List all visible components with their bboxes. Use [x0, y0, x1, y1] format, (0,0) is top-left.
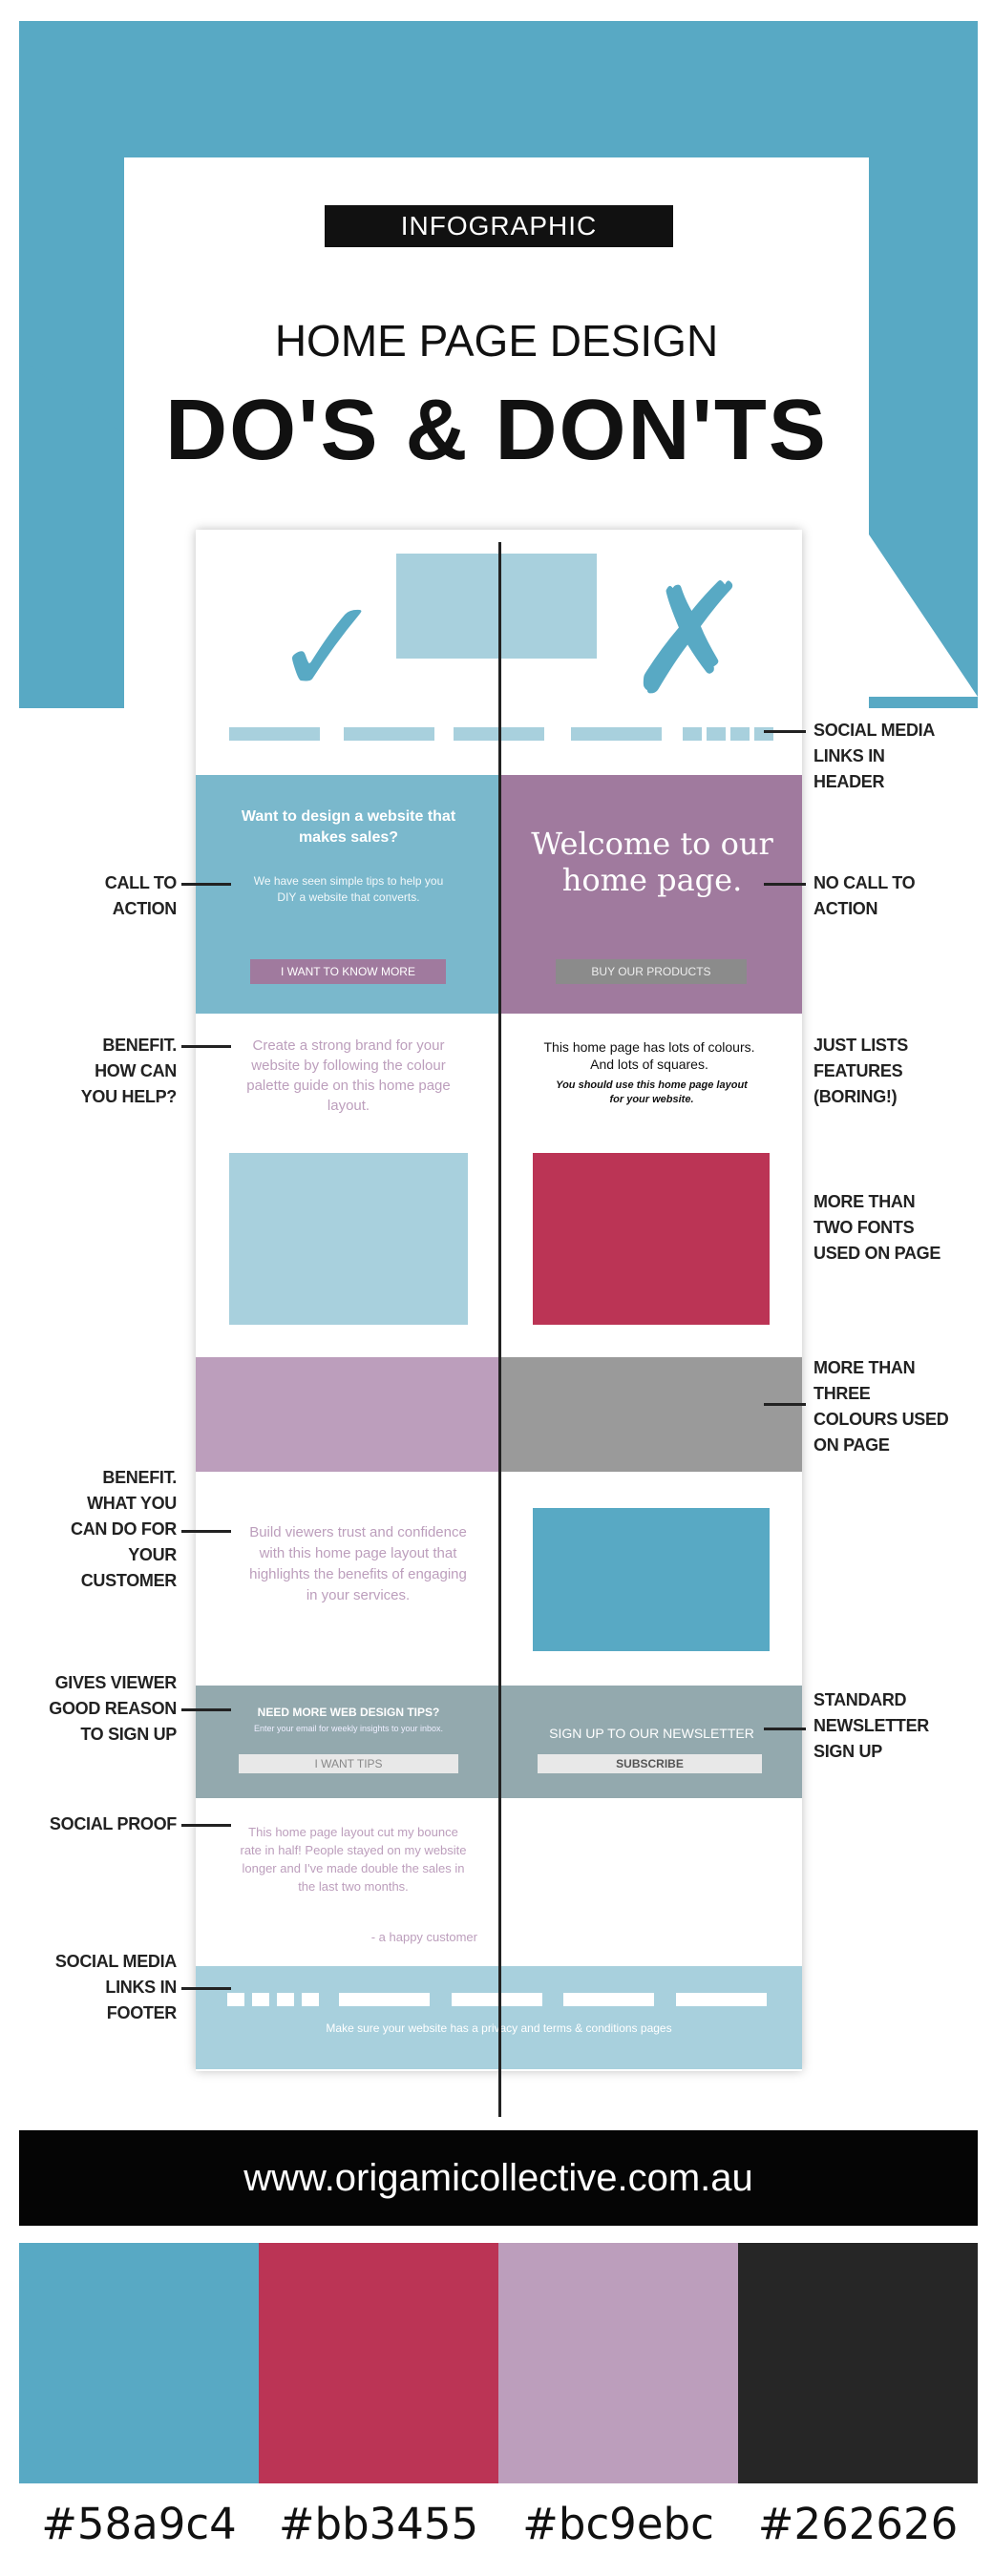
check-icon: ✓: [272, 571, 385, 726]
page-subtitle: HOME PAGE DESIGN: [274, 316, 719, 366]
logo-placeholder: [396, 554, 597, 659]
social-icon-placeholder: [277, 1993, 294, 2006]
cta-heading: Want to design a website that makes sale…: [241, 808, 456, 846]
colour-swatch-purple: [498, 2243, 738, 2483]
annotation-benefit-help: BENEFIT. HOW CAN YOU HELP?: [80, 1036, 178, 1106]
annotation-line: [764, 730, 806, 733]
annotation-line: [181, 1708, 231, 1711]
annotation-line: [181, 1045, 231, 1048]
colour-label: #bb3455: [278, 2499, 479, 2549]
social-icon-placeholder: [707, 727, 726, 741]
cta-button[interactable]: I WANT TO KNOW MORE: [250, 959, 446, 984]
annotation-lists-features: JUST LISTS FEATURES (BORING!): [813, 1036, 909, 1106]
nav-item-placeholder: [229, 727, 320, 741]
colour-label: #58a9c4: [41, 2499, 237, 2549]
features-text: This home page has lots of colours. And …: [543, 1039, 755, 1072]
infographic-tag: INFOGRAPHIC: [325, 205, 673, 247]
annotation-call-to-action: CALL TO ACTION: [104, 873, 178, 918]
annotation-line: [181, 1824, 231, 1827]
footer-link-placeholder: [676, 1993, 767, 2006]
social-icon-placeholder: [683, 727, 702, 741]
page-title: DO'S & DON'TS: [165, 383, 828, 478]
annotation-line: [764, 883, 806, 886]
annotation-benefit-customer: BENEFIT. WHAT YOU CAN DO FOR YOUR CUSTOM…: [71, 1468, 177, 1590]
testimonial-author: - a happy customer: [370, 1930, 477, 1944]
social-icon-placeholder: [730, 727, 750, 741]
welcome-heading: Welcome to our home page.: [531, 826, 773, 898]
newsletter-section-good: [196, 1686, 498, 1798]
colour-swatch-dark: [738, 2243, 978, 2483]
colour-label: #bc9ebc: [522, 2499, 714, 2549]
newsletter-section-bad: [501, 1686, 802, 1798]
annotation-two-fonts: MORE THAN TWO FONTS USED ON PAGE: [813, 1192, 941, 1263]
annotation-good-reason: GIVES VIEWER GOOD REASON TO SIGN UP: [49, 1673, 177, 1744]
annotation-line: [764, 1403, 806, 1406]
do-dont-divider: [498, 542, 501, 2117]
subscribe-button[interactable]: SUBSCRIBE: [538, 1754, 762, 1773]
social-icon-placeholder: [227, 1993, 244, 2006]
annotation-three-colours: MORE THAN THREE COLOURS USED ON PAGE: [813, 1358, 949, 1455]
image-placeholder: [533, 1153, 770, 1325]
annotation-no-call-to-action: NO CALL TO ACTION: [813, 873, 916, 918]
colour-band: [196, 1357, 498, 1472]
annotation-line: [181, 1987, 231, 1990]
annotation-line: [181, 883, 231, 886]
benefit-text: Create a strong brand for your website b…: [246, 1037, 451, 1114]
colour-band: [501, 1357, 802, 1472]
annotation-line: [764, 1728, 806, 1730]
newsletter-subtext: Enter your email for weekly insights to …: [253, 1724, 444, 1733]
colour-swatch-red: [259, 2243, 498, 2483]
annotation-social-header: SOCIAL MEDIA LINKS IN HEADER: [813, 721, 935, 791]
social-icon-placeholder: [252, 1993, 269, 2006]
annotation-standard-newsletter: STANDARD NEWSLETTER SIGN UP: [813, 1690, 929, 1761]
annotation-social-proof: SOCIAL PROOF: [49, 1814, 177, 1833]
annotation-line: [181, 1530, 231, 1533]
cross-icon: ✗: [625, 550, 754, 728]
footer-link-placeholder: [452, 1993, 542, 2006]
colour-label: #262626: [757, 2499, 959, 2549]
social-icon-placeholder: [302, 1993, 319, 2006]
footer-link-placeholder: [563, 1993, 654, 2006]
cta-subtext: We have seen simple tips to help you DIY…: [253, 874, 444, 904]
colour-swatch-blue: [19, 2243, 259, 2483]
annotation-social-footer: SOCIAL MEDIA LINKS IN FOOTER: [54, 1952, 177, 2022]
image-placeholder: [533, 1508, 770, 1651]
testimonial-text: This home page layout cut my bounce rate…: [240, 1825, 467, 1894]
nav-item-placeholder: [571, 727, 662, 741]
buy-products-button[interactable]: BUY OUR PRODUCTS: [556, 959, 747, 984]
website-url[interactable]: www.origamicollective.com.au: [19, 2130, 978, 2226]
features-bold-text: You should use this home page layout for…: [556, 1079, 748, 1105]
image-placeholder: [229, 1153, 468, 1325]
newsletter-heading: SIGN UP TO OUR NEWSLETTER: [549, 1726, 754, 1741]
footer-link-placeholder: [339, 1993, 430, 2006]
tips-button[interactable]: I WANT TIPS: [239, 1754, 458, 1773]
nav-item-placeholder: [344, 727, 434, 741]
benefit-customer-text: Build viewers trust and confidence with …: [249, 1524, 467, 1603]
newsletter-heading: NEED MORE WEB DESIGN TIPS?: [257, 1706, 440, 1719]
